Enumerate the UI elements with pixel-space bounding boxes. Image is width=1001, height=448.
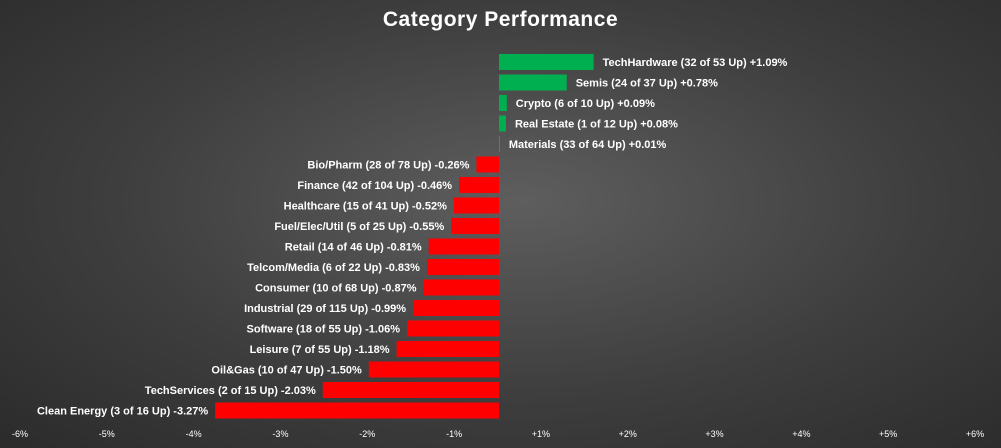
bar (406, 320, 499, 337)
x-tick-label: +1% (532, 429, 550, 439)
x-tick-label: -3% (272, 429, 288, 439)
bar-label: Real Estate (1 of 12 Up) +0.08% (515, 119, 678, 131)
bar (322, 382, 499, 398)
bar-label: TechHardware (32 of 53 Up) +1.09% (603, 57, 788, 69)
bar (396, 341, 499, 357)
bar (215, 402, 499, 419)
x-tick-label: -6% (12, 429, 28, 439)
bar (413, 300, 499, 316)
x-tick-label: +2% (619, 429, 637, 439)
bar (499, 115, 506, 132)
bar-label: Semis (24 of 37 Up) +0.78% (576, 78, 718, 90)
bar (476, 156, 499, 173)
x-tick-label: +4% (792, 429, 810, 439)
bar-label: Software (18 of 55 Up) -1.06% (247, 324, 401, 336)
bar-label: Oil&Gas (10 of 47 Up) -1.50% (211, 365, 362, 377)
x-tick-label: -5% (99, 429, 115, 439)
x-tick-label: -2% (359, 429, 375, 439)
bar (428, 238, 499, 255)
bar (453, 197, 499, 214)
x-tick-label: +6% (966, 429, 984, 439)
bar (499, 95, 507, 111)
bar-label: Fuel/Elec/Util (5 of 25 Up) -0.55% (274, 221, 444, 233)
bar-label: Retail (14 of 46 Up) -0.81% (285, 242, 422, 254)
bar-label: Clean Energy (3 of 16 Up) -3.27% (37, 406, 208, 418)
x-tick-label: -1% (446, 429, 462, 439)
bar (368, 361, 499, 378)
bar (426, 259, 499, 275)
bar-label: Leisure (7 of 55 Up) -1.18% (250, 344, 390, 356)
bar-label: TechServices (2 of 15 Up) -2.03% (145, 385, 316, 397)
bar (451, 218, 499, 234)
bar (499, 136, 500, 152)
bar-label: Crypto (6 of 10 Up) +0.09% (516, 98, 655, 110)
bar (423, 279, 499, 296)
bar (499, 54, 594, 70)
x-tick-label: -4% (186, 429, 202, 439)
bar-label: Bio/Pharm (28 of 78 Up) -0.26% (307, 160, 469, 172)
bar-label: Industrial (29 of 115 Up) -0.99% (244, 303, 406, 315)
bar-label: Healthcare (15 of 41 Up) -0.52% (284, 201, 447, 213)
x-tick-label: +3% (705, 429, 723, 439)
bar-label: Consumer (10 of 68 Up) -0.87% (255, 283, 417, 295)
bar-label: Finance (42 of 104 Up) -0.46% (297, 180, 452, 192)
bar (499, 74, 567, 91)
chart-title: Category Performance (382, 8, 619, 31)
bar-label: Telcom/Media (6 of 22 Up) -0.83% (247, 262, 420, 274)
x-tick-label: +5% (879, 429, 897, 439)
bar-label: Materials (33 of 64 Up) +0.01% (509, 139, 667, 151)
bar (459, 177, 499, 193)
